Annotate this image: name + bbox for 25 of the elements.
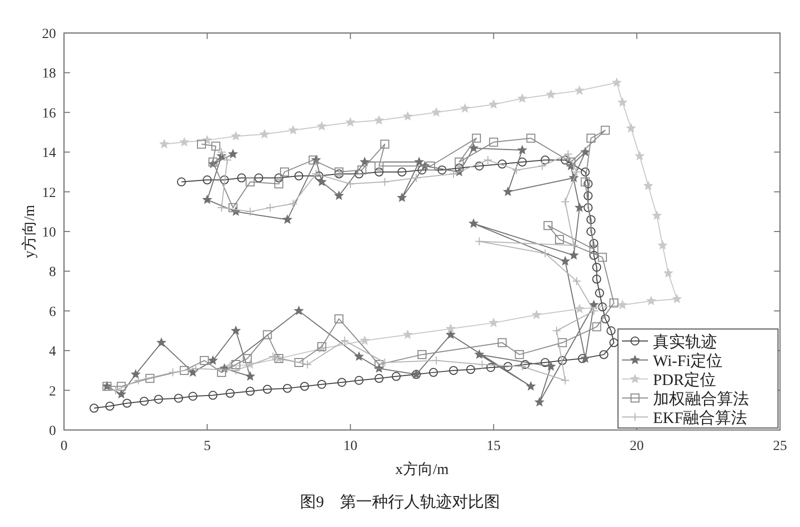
y-tick-label: 14 (42, 146, 56, 162)
legend-label: 加权融合算法 (653, 390, 749, 408)
y-tick-label: 16 (42, 106, 56, 122)
y-tick-label: 0 (49, 424, 56, 439)
y-tick-label: 6 (49, 304, 56, 320)
x-tick-label: 0 (60, 439, 68, 454)
x-tick-label: 25 (773, 439, 787, 454)
legend-label: 真实轨迹 (653, 333, 717, 351)
y-tick-label: 18 (42, 66, 56, 82)
x-axis-title: x方向/m (395, 461, 449, 478)
y-axis-title: y方向/m (21, 204, 38, 258)
x-tick-label: 5 (204, 439, 211, 454)
caption: 图9 第一种行人轨迹对比图 (300, 493, 500, 511)
y-tick-label: 8 (49, 265, 56, 280)
y-tick-label: 2 (49, 384, 56, 400)
y-tick-label: 10 (42, 226, 56, 240)
x-tick-label: 10 (343, 439, 358, 454)
y-tick-label: 4 (49, 344, 56, 360)
legend-label: EKF融合算法 (653, 409, 748, 427)
x-tick-label: 20 (630, 439, 644, 454)
y-tick-label: 20 (42, 27, 56, 42)
x-tick-label: 15 (486, 439, 501, 454)
y-tick-label: 12 (42, 186, 56, 201)
legend-label: PDR定位 (653, 371, 716, 389)
legend-label: Wi-Fi定位 (653, 352, 723, 370)
